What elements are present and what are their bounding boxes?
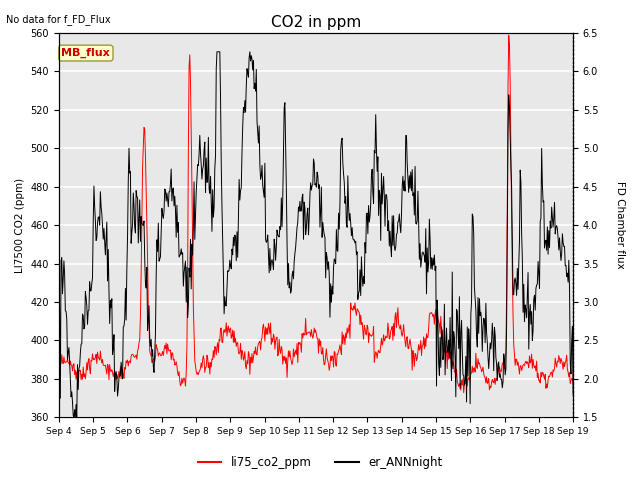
Title: CO2 in ppm: CO2 in ppm xyxy=(271,15,361,30)
Text: No data for f_FD_Flux: No data for f_FD_Flux xyxy=(6,14,111,25)
Text: MB_flux: MB_flux xyxy=(61,48,110,58)
Legend: li75_co2_ppm, er_ANNnight: li75_co2_ppm, er_ANNnight xyxy=(193,452,447,474)
Y-axis label: LI7500 CO2 (ppm): LI7500 CO2 (ppm) xyxy=(15,178,25,273)
Y-axis label: FD Chamber flux: FD Chamber flux xyxy=(615,181,625,269)
